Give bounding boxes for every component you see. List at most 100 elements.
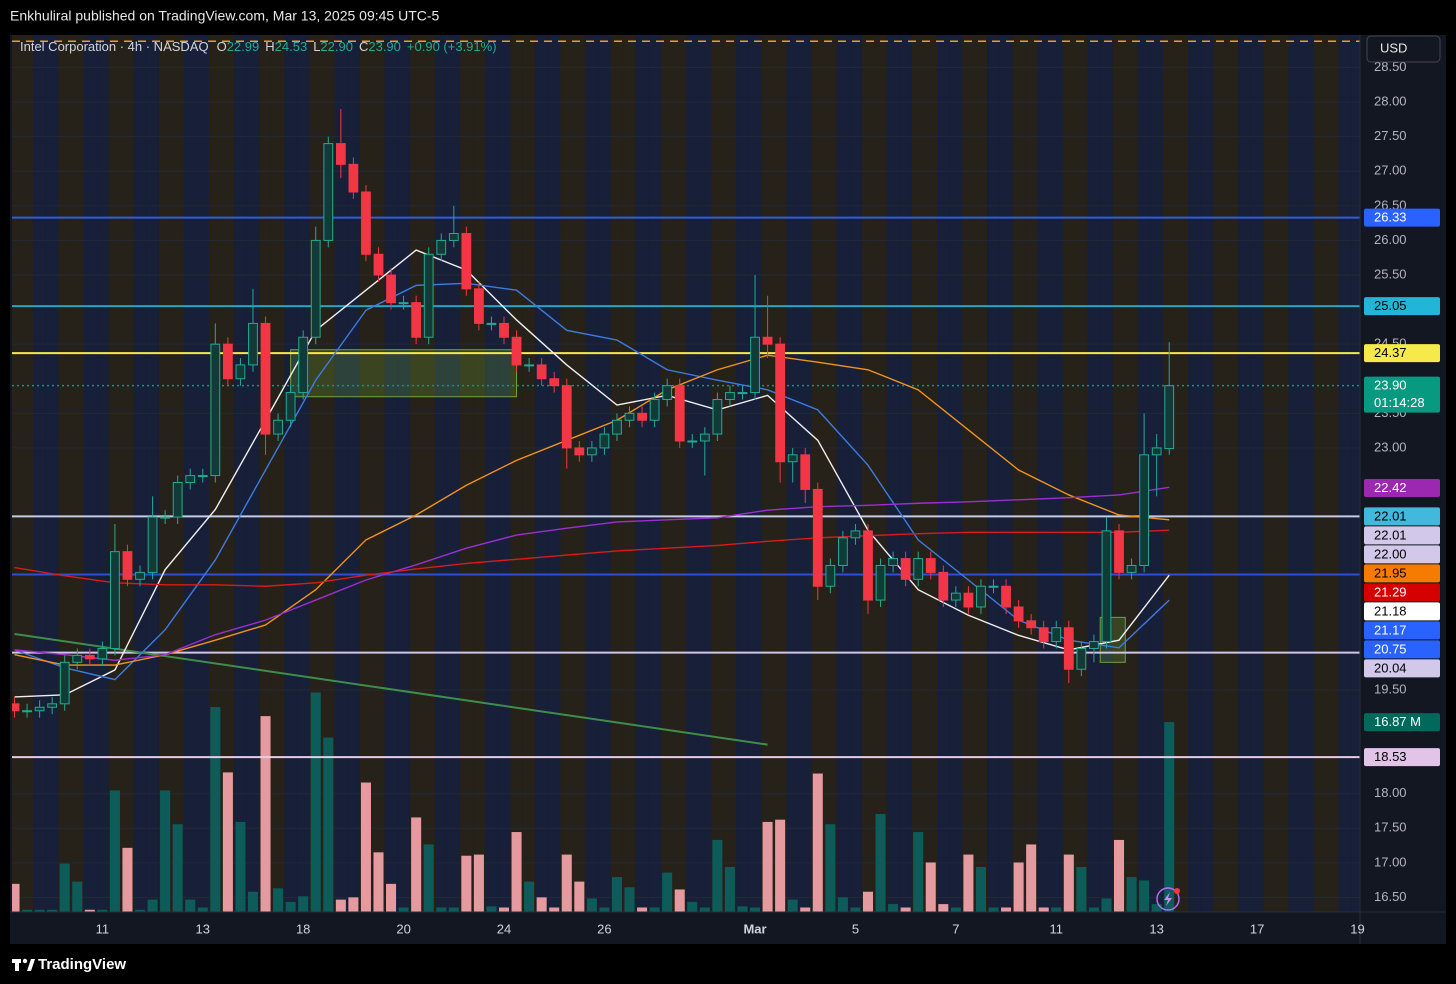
session-stripe bbox=[1326, 35, 1339, 912]
price-label-box bbox=[1364, 583, 1440, 602]
candle-body bbox=[147, 516, 158, 573]
candle-body bbox=[536, 364, 547, 380]
volume-bar bbox=[687, 901, 698, 912]
currency[interactable]: USD bbox=[1380, 40, 1407, 55]
price-label-box bbox=[1364, 659, 1440, 678]
candle-body bbox=[762, 336, 773, 345]
candle-body bbox=[1089, 641, 1099, 649]
volume-bar bbox=[1164, 722, 1175, 912]
candle-body bbox=[561, 385, 572, 449]
y-tick-label: 27.50 bbox=[1374, 128, 1407, 143]
session-stripe bbox=[635, 35, 649, 912]
price-label: 22.42 bbox=[1374, 480, 1407, 495]
x-tick-label: 20 bbox=[396, 921, 410, 936]
session-stripe bbox=[999, 35, 1013, 912]
session-stripe bbox=[121, 35, 134, 912]
session-stripe bbox=[1188, 35, 1201, 912]
volume-bar bbox=[436, 907, 447, 912]
x-tick-label: 24 bbox=[497, 921, 511, 936]
volume-bar bbox=[1101, 898, 1112, 912]
legend-value: 22.90 bbox=[320, 39, 353, 54]
candle-body bbox=[248, 322, 258, 366]
session-stripe bbox=[836, 35, 850, 912]
session-stripe bbox=[1175, 35, 1189, 912]
candle-body bbox=[499, 322, 509, 338]
logo-part bbox=[22, 958, 28, 964]
price-label-box bbox=[1364, 545, 1440, 564]
session-stripe bbox=[1225, 35, 1239, 912]
session-stripe bbox=[45, 35, 59, 912]
candle-body bbox=[298, 336, 309, 394]
volume-bar bbox=[624, 887, 635, 912]
candle-body bbox=[97, 647, 108, 660]
candle-body bbox=[938, 571, 949, 601]
candle-body bbox=[235, 364, 246, 380]
session-stripe bbox=[246, 35, 260, 912]
volume-bar bbox=[122, 847, 133, 912]
x-tick-label: 13 bbox=[1149, 921, 1163, 936]
volume-bar bbox=[423, 844, 434, 912]
candle-body bbox=[687, 440, 698, 443]
session-stripe bbox=[372, 35, 385, 912]
candle-body bbox=[310, 239, 321, 338]
candle-body bbox=[222, 343, 233, 380]
volume-bar bbox=[611, 877, 622, 912]
candle-body bbox=[348, 163, 359, 193]
y-tick-label: 23.00 bbox=[1374, 439, 1407, 454]
candle-body bbox=[775, 343, 786, 463]
plot-area bbox=[12, 40, 1360, 912]
y-tick-label: 19.50 bbox=[1374, 681, 1407, 696]
session-stripe bbox=[1125, 35, 1138, 912]
volume-bar bbox=[724, 866, 735, 912]
volume-bar bbox=[1026, 844, 1037, 912]
volume-bar bbox=[210, 707, 221, 912]
candle-body bbox=[1101, 530, 1112, 643]
session-stripe bbox=[1112, 35, 1126, 912]
volume-bar bbox=[649, 907, 660, 912]
candle-body bbox=[210, 343, 221, 477]
candle-body bbox=[34, 706, 45, 712]
volume-bar bbox=[875, 814, 886, 912]
session-stripe bbox=[573, 35, 586, 912]
assistant-icon[interactable] bbox=[1156, 887, 1180, 911]
candle-body bbox=[925, 558, 936, 573]
price-label: 21.17 bbox=[1374, 622, 1407, 637]
price-label-box bbox=[1364, 344, 1440, 363]
volume-bar bbox=[348, 897, 359, 912]
volume-bar bbox=[273, 888, 284, 912]
volume-bar bbox=[586, 898, 597, 912]
session-stripe bbox=[1263, 35, 1276, 912]
y-tick-label: 28.00 bbox=[1374, 94, 1407, 109]
candle-body bbox=[750, 336, 760, 394]
volume-bar bbox=[373, 852, 384, 912]
volume-bar bbox=[511, 832, 522, 912]
volume-bar bbox=[197, 907, 208, 912]
candle-body bbox=[386, 274, 396, 304]
candle-body bbox=[285, 392, 296, 421]
volume-bar bbox=[775, 819, 786, 912]
x-tick-label: 11 bbox=[1050, 921, 1064, 936]
volume-bar bbox=[800, 907, 811, 912]
candle-body bbox=[1063, 627, 1074, 670]
session-stripe bbox=[58, 35, 71, 912]
session-stripe bbox=[221, 35, 235, 912]
volume-bar bbox=[298, 896, 309, 912]
volume-bar bbox=[1139, 880, 1150, 912]
volume-bar bbox=[750, 907, 761, 912]
session-stripe bbox=[522, 35, 536, 912]
price-label: 22.01 bbox=[1374, 527, 1407, 542]
session-stripe bbox=[748, 35, 762, 912]
candle-body bbox=[787, 454, 798, 463]
candle-body bbox=[1038, 627, 1049, 643]
session-stripe bbox=[108, 35, 122, 912]
candle-body bbox=[373, 253, 384, 276]
candle-body bbox=[160, 516, 171, 519]
price-label: 18.53 bbox=[1374, 749, 1407, 764]
currency-button[interactable] bbox=[1366, 35, 1441, 63]
candle-body bbox=[1126, 564, 1137, 573]
volume-bar bbox=[549, 907, 560, 912]
footer-brand: TradingView bbox=[38, 956, 126, 973]
session-stripe bbox=[510, 35, 523, 912]
candle-body bbox=[110, 551, 120, 649]
session-stripe bbox=[949, 35, 963, 912]
